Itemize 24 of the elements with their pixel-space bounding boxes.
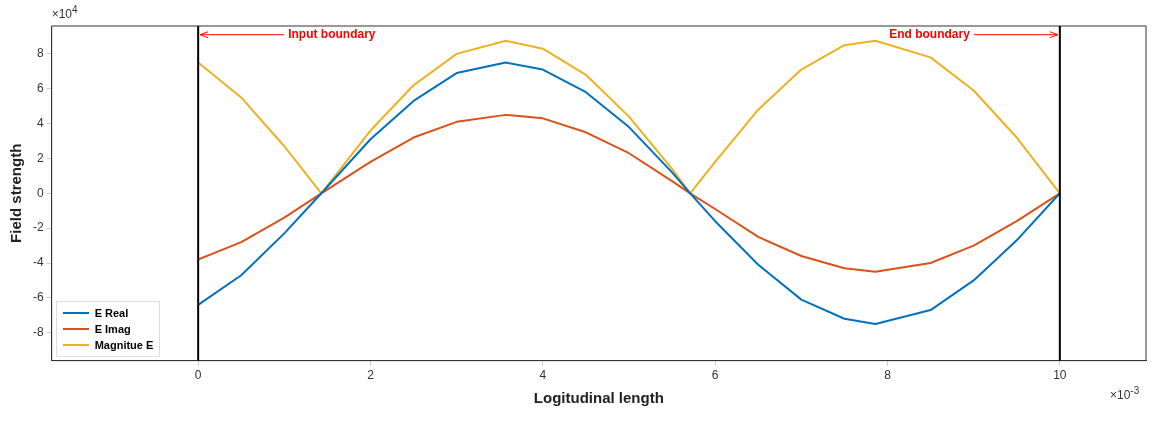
x-tick-label: 8 <box>884 368 892 383</box>
x-tick-label: 2 <box>367 368 375 383</box>
text: ×10$^{4}$ <box>51 4 78 21</box>
legend-label: E Imag <box>94 322 131 335</box>
x-tick-label: 10 <box>1053 368 1067 383</box>
annotation: Input boundary <box>288 27 376 42</box>
y-tick-label: 4 <box>36 115 44 130</box>
y-tick-label: 2 <box>36 150 44 165</box>
y-tick-label: -2 <box>33 220 44 235</box>
y-tick-label: 8 <box>36 46 44 61</box>
x-tick-label: 0 <box>194 368 202 383</box>
x-tick-label: 6 <box>711 368 719 383</box>
y-tick-label: -4 <box>33 255 44 270</box>
text: ×10$^{-3}$ <box>1110 384 1140 402</box>
x-axis-title: Logitudinal length <box>533 389 664 407</box>
annotation: End boundary <box>889 27 971 42</box>
y-tick-label: -8 <box>33 325 44 340</box>
y-axis-title: Field strength <box>7 143 25 243</box>
y-tick-label: 6 <box>36 81 44 96</box>
legend-label: Magnitue E <box>94 338 154 351</box>
legend-label: E Real <box>94 306 129 319</box>
y-tick-label: -6 <box>33 290 44 305</box>
y-tick-label: 0 <box>36 185 44 200</box>
x-tick-label: 4 <box>539 368 547 383</box>
